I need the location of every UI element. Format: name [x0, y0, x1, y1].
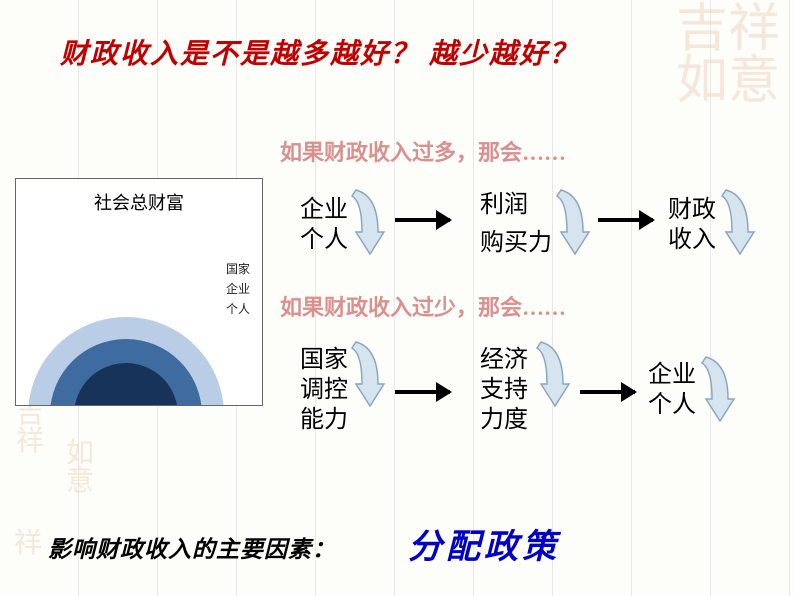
- node-enterprise-individual-2: 企业 个人: [648, 360, 696, 420]
- wealth-box-title: 社会总财富: [16, 189, 262, 215]
- node-text: 财政: [668, 195, 716, 225]
- node-text: 个人: [300, 225, 348, 255]
- node-enterprise-individual: 企业 个人: [300, 195, 348, 255]
- node-economic-support: 经济 支持 力度: [480, 345, 528, 435]
- node-fiscal-revenue: 财政 收入: [668, 195, 716, 255]
- right-arrow-icon: [395, 390, 450, 394]
- slide-title: 财政收入是不是越多越好？ 越少越好？: [60, 32, 579, 72]
- node-text: 购买力: [480, 228, 552, 258]
- node-text: 收入: [668, 225, 716, 255]
- down-arrow-icon: [700, 355, 730, 425]
- node-text: 能力: [300, 405, 348, 435]
- down-arrow-icon: [555, 188, 585, 258]
- scenario-too-much: 如果财政收入过多，那会……: [280, 135, 566, 167]
- right-arrow-icon: [580, 390, 635, 394]
- node-text: 利润: [480, 190, 552, 220]
- down-arrow-icon: [350, 340, 380, 410]
- node-text: 个人: [648, 390, 696, 420]
- legend-individual: 个人: [226, 299, 250, 319]
- down-arrow-icon: [720, 188, 750, 258]
- node-profit-purchasing: 利润 购买力: [480, 190, 552, 258]
- node-text: 企业: [648, 360, 696, 390]
- total-wealth-box: 社会总财富 国家 企业 个人: [15, 178, 263, 406]
- node-text: 力度: [480, 405, 528, 435]
- node-country-control: 国家 调控 能力: [300, 345, 348, 435]
- wealth-legend: 国家 企业 个人: [226, 259, 250, 319]
- node-text: 企业: [300, 195, 348, 225]
- legend-country: 国家: [226, 259, 250, 279]
- right-arrow-icon: [598, 218, 653, 222]
- node-text: 国家: [300, 345, 348, 375]
- down-arrow-icon: [350, 188, 380, 258]
- down-arrow-icon: [535, 340, 565, 410]
- main-factor-answer: 分配政策: [408, 519, 560, 568]
- legend-enterprise: 企业: [226, 279, 250, 299]
- wealth-pie-chart: [26, 315, 226, 406]
- node-text: 支持: [480, 375, 528, 405]
- node-text: 调控: [300, 375, 348, 405]
- main-factor-label: 影响财政收入的主要因素：: [48, 530, 336, 564]
- right-arrow-icon: [395, 218, 450, 222]
- scenario-too-little: 如果财政收入过少，那会……: [280, 290, 566, 322]
- node-text: 经济: [480, 345, 528, 375]
